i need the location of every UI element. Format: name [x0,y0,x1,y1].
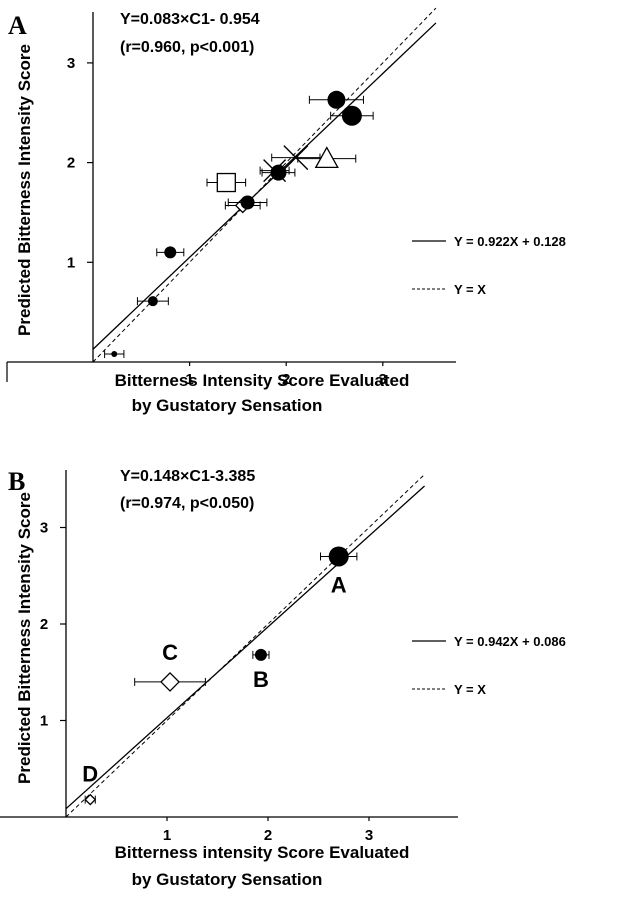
correlation-stats: (r=0.974, p<0.050) [120,495,254,512]
x-axis-title-line2: by Gustatory Sensation [132,396,323,415]
legend-label: Y = X [454,282,486,297]
point-marker [341,105,362,126]
legend-label: Y = X [454,682,486,697]
x-axis-title-line1: Bitterness Intensity Score Evaluated [115,371,410,390]
point-marker [328,546,349,567]
regression-equation: Y=0.083×C1- 0.954 [120,11,260,28]
point-marker [216,172,236,193]
point-label: D [82,762,98,787]
panel-letter: B [8,467,25,496]
point-label: A [331,572,347,597]
chart-panel-a: A Y=0.083×C1- 0.954 (r=0.960, p<0.001) 1 2 3 1… [6,7,566,415]
x-tick-label: 1 [163,827,171,844]
data-point: B [252,648,270,692]
x-tick-label: 3 [365,827,373,844]
point-marker [283,145,309,171]
data-point [104,350,125,359]
point-marker [84,793,97,806]
point-label: B [253,667,269,692]
identity-line [65,474,425,818]
panel-letter: A [8,11,27,40]
legend-label: Y = 0.922X + 0.128 [454,234,566,249]
point-label: C [162,640,178,665]
data-point [206,172,247,193]
y-axis-title: Predicted Bitterness Intensity Score [15,492,34,784]
data-point [297,146,357,169]
correlation-stats: (r=0.960, p<0.001) [120,39,254,56]
x-tick-label: 2 [282,371,290,388]
y-tick-label: 1 [40,713,48,730]
data-point [136,296,169,307]
data-point [156,246,185,259]
identity-line [92,7,437,363]
data-point [308,90,364,109]
point-marker [327,90,346,109]
data-point: A [320,546,358,597]
point-marker [240,195,255,210]
x-tick-label: 3 [379,371,387,388]
data-point [271,145,321,171]
data-point: C [134,640,206,692]
point-marker [147,296,158,307]
x-axis-title-line1: Bitterness intensity Score Evaluated [115,843,410,862]
x-axis-title-line2: by Gustatory Sensation [132,870,323,889]
y-tick-label: 1 [67,254,75,271]
point-marker [111,351,118,358]
regression-line [65,485,425,810]
data-point: D [82,762,98,806]
chart-panel-b: B Y=0.148×C1-3.385 (r=0.974, p<0.050) 1 2 3 1 2… [0,467,566,889]
x-tick-label: 2 [264,827,272,844]
point-marker [164,246,177,259]
legend-label: Y = 0.942X + 0.086 [454,634,566,649]
x-tick-label: 1 [185,371,193,388]
data-point [227,195,268,210]
data-point [261,164,296,181]
y-tick-label: 3 [40,520,48,537]
y-tick-label: 2 [40,616,48,633]
y-tick-label: 2 [67,155,75,172]
regression-line [92,22,437,350]
point-marker [160,671,180,692]
regression-equation: Y=0.148×C1-3.385 [120,468,255,485]
y-axis-title: Predicted Bitterness Intensity Score [15,44,34,336]
point-marker [254,648,267,661]
data-point [330,105,374,126]
point-marker [270,164,287,181]
y-tick-label: 3 [67,55,75,72]
point-marker [314,146,339,169]
